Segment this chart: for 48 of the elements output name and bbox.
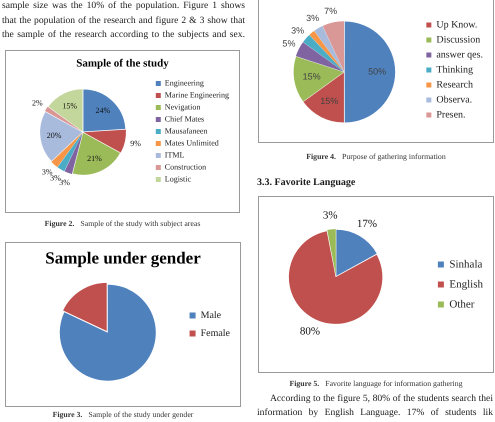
- data-label: 5%: [282, 38, 296, 48]
- legend-label: Engineering: [164, 78, 204, 88]
- legend-label: answer qes.: [436, 50, 484, 61]
- data-label: 3%: [42, 168, 53, 177]
- legend-label: Chief Mates: [164, 114, 204, 124]
- data-label: 3%: [291, 25, 304, 36]
- legend-label: Discussion: [436, 34, 480, 46]
- text: Sample of the study: [76, 57, 170, 70]
- legend-label: Up Know.: [436, 20, 478, 31]
- data-label: 3%: [59, 178, 70, 187]
- chart-title: Sample under gender: [45, 248, 202, 268]
- legend-label: Logistic: [164, 174, 192, 184]
- data-label: 24%: [95, 106, 110, 116]
- data-label: 15%: [62, 101, 78, 110]
- legend-label: Male: [200, 310, 222, 322]
- legend-label: Female: [200, 328, 231, 340]
- data-label: 2%: [32, 98, 43, 108]
- text: sample size was the 10% of the population. Figure 1 shows: [2, 0, 245, 12]
- data-label: 50%: [368, 66, 386, 76]
- legend-label: Construction: [164, 162, 206, 172]
- data-label: 21%: [87, 154, 102, 163]
- legend-label: Presen.: [436, 110, 466, 121]
- data-label: 7%: [324, 6, 338, 16]
- legend-label: Observa.: [436, 94, 472, 106]
- legend-label: Mausafaneen: [164, 126, 208, 136]
- data-label: 9%: [130, 138, 142, 148]
- legend-label: ITML: [164, 150, 184, 160]
- data-label: 15%: [320, 96, 338, 106]
- text: information by English Language. 17% of students lik: [257, 406, 493, 419]
- text: 3.3. Favorite Language: [257, 176, 356, 189]
- text: the sample of the research according to the subjects and sex.: [2, 28, 245, 41]
- data-label: 80%: [300, 326, 320, 338]
- data-label: 3%: [306, 13, 320, 24]
- data-label: 20%: [46, 130, 62, 140]
- legend-label: Marine Engineering: [164, 90, 230, 100]
- legend-label: Nevigation: [164, 102, 200, 112]
- data-label: 17%: [356, 218, 378, 230]
- legend-label: Research: [436, 80, 474, 91]
- legend-label: Thinking: [436, 64, 474, 76]
- text: that the population of the research and figure 2 & 3 show that: [2, 14, 245, 26]
- data-label: 3%: [322, 210, 338, 222]
- legend-label: English: [449, 278, 484, 290]
- legend-label: Mates Unlimited: [164, 138, 219, 148]
- data-label: 15%: [302, 72, 321, 82]
- legend-label: Sinhala: [449, 258, 482, 270]
- text: According to the figure 5, 80% of the students search thei: [270, 392, 493, 405]
- legend-label: Other: [449, 298, 475, 310]
- data-label: 3%: [50, 174, 62, 183]
